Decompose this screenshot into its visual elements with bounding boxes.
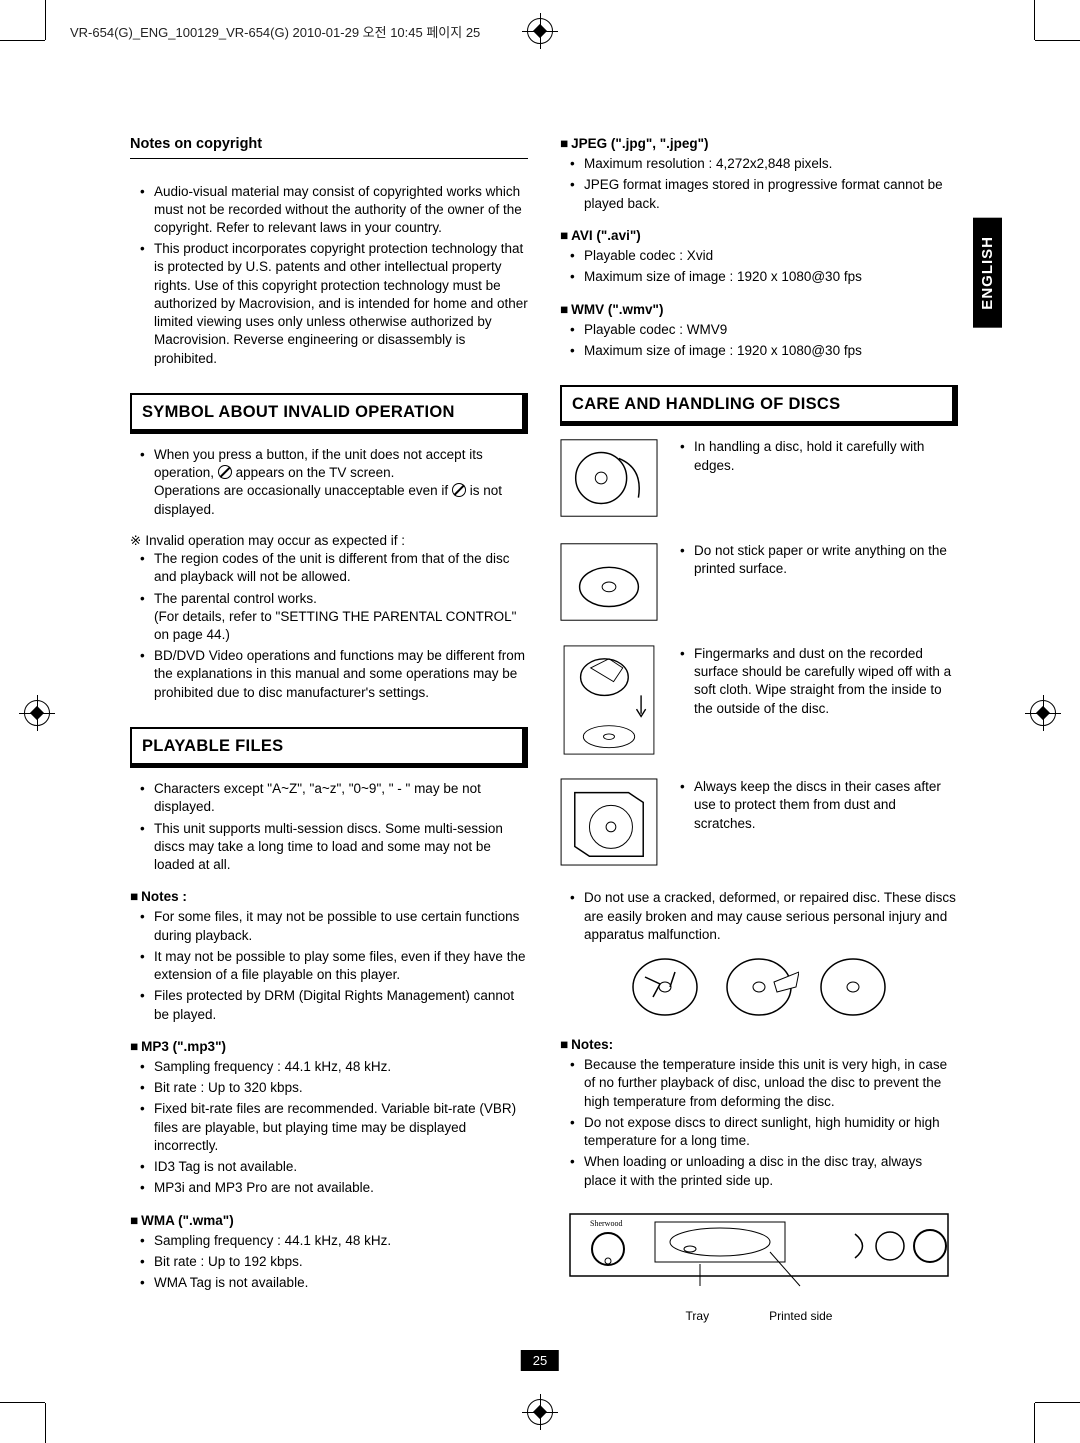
crop-mark	[0, 1402, 45, 1403]
care-row: In handling a disc, hold it carefully wi…	[560, 438, 958, 523]
cracked-disc-icon	[625, 952, 705, 1022]
list-item: Fingermarks and dust on the recorded sur…	[684, 645, 958, 718]
list-item: BD/DVD Video operations and functions ma…	[144, 647, 528, 702]
list-item: In handling a disc, hold it carefully wi…	[684, 438, 958, 474]
prohibit-icon	[218, 465, 232, 479]
list-item: ID3 Tag is not available.	[144, 1158, 528, 1176]
invalid-subheading: Invalid operation may occur as expected …	[130, 532, 528, 550]
print-header: VR-654(G)_ENG_100129_VR-654(G) 2010-01-2…	[70, 22, 480, 41]
wma-list: Sampling frequency : 44.1 kHz, 48 kHz. B…	[130, 1232, 528, 1293]
list-item: Always keep the discs in their cases aft…	[684, 778, 958, 833]
right-column: JPEG (".jpg", ".jpeg") Maximum resolutio…	[560, 135, 958, 1324]
list-item: Maximum size of image : 1920 x 1080@30 f…	[574, 268, 958, 286]
avi-list: Playable codec : Xvid Maximum size of im…	[560, 247, 958, 286]
list-item: When loading or unloading a disc in the …	[574, 1153, 958, 1189]
care-row: Always keep the discs in their cases aft…	[560, 778, 958, 871]
list-item: Characters except "A~Z", "a~z", "0~9", "…	[144, 780, 528, 816]
wma-label: WMA (".wma")	[130, 1212, 528, 1230]
care-row: Fingermarks and dust on the recorded sur…	[560, 645, 958, 760]
notes-label: Notes :	[130, 888, 528, 906]
notes-list: For some files, it may not be possible t…	[130, 908, 528, 1023]
disc-case-icon	[560, 778, 658, 871]
list-item: Playable codec : Xvid	[574, 247, 958, 265]
list-item: Fixed bit-rate files are recommended. Va…	[144, 1100, 528, 1155]
list-item: Bit rate : Up to 320 kbps.	[144, 1079, 528, 1097]
invalid-intro: When you press a button, if the unit doe…	[130, 446, 528, 519]
playable-intro: Characters except "A~Z", "a~z", "0~9", "…	[130, 780, 528, 874]
registration-mark	[527, 1399, 553, 1425]
list-item: This unit supports multi-session discs. …	[144, 820, 528, 875]
notes2-list: Because the temperature inside this unit…	[560, 1056, 958, 1190]
player-diagram: Sherwood Tray Printed side	[560, 1204, 958, 1324]
playable-files-heading: PLAYABLE FILES	[130, 727, 528, 768]
list-item: Do not expose discs to direct sunlight, …	[574, 1114, 958, 1150]
crop-mark	[0, 40, 45, 41]
list-item: JPEG format images stored in progressive…	[574, 176, 958, 212]
wmv-list: Playable codec : WMV9 Maximum size of im…	[560, 321, 958, 360]
svg-text:Sherwood: Sherwood	[590, 1219, 622, 1228]
wmv-label: WMV (".wmv")	[560, 301, 958, 319]
repaired-disc-icon	[813, 952, 893, 1022]
jpeg-label: JPEG (".jpg", ".jpeg")	[560, 135, 958, 153]
avi-label: AVI (".avi")	[560, 227, 958, 245]
list-item: MP3i and MP3 Pro are not available.	[144, 1179, 528, 1197]
invalid-list: The region codes of the unit is differen…	[130, 550, 528, 702]
list-item: Maximum size of image : 1920 x 1080@30 f…	[574, 342, 958, 360]
list-item: Do not stick paper or write anything on …	[684, 542, 958, 578]
left-column: Notes on copyright Audio-visual material…	[130, 135, 528, 1324]
disc-wipe-icon	[560, 645, 658, 760]
prohibit-icon	[452, 483, 466, 497]
list-item: The region codes of the unit is differen…	[144, 550, 528, 586]
list-item: Audio-visual material may consist of cop…	[144, 183, 528, 238]
jpeg-list: Maximum resolution : 4,272x2,848 pixels.…	[560, 155, 958, 213]
registration-mark	[527, 18, 553, 44]
list-item: Sampling frequency : 44.1 kHz, 48 kHz.	[144, 1058, 528, 1076]
list-item: It may not be possible to play some file…	[144, 948, 528, 984]
list-item: WMA Tag is not available.	[144, 1274, 528, 1292]
registration-mark	[24, 700, 50, 726]
care-row: Do not stick paper or write anything on …	[560, 542, 958, 627]
list-item: The parental control works. (For details…	[144, 590, 528, 645]
list-item: Because the temperature inside this unit…	[574, 1056, 958, 1111]
crop-mark	[1034, 0, 1035, 40]
mp3-label: MP3 (".mp3")	[130, 1038, 528, 1056]
list-item: Bit rate : Up to 192 kbps.	[144, 1253, 528, 1271]
care-heading: CARE AND HANDLING OF DISCS	[560, 385, 958, 426]
page-content: Notes on copyright Audio-visual material…	[130, 135, 960, 1324]
tray-label: Tray	[686, 1308, 710, 1324]
crop-mark	[45, 1403, 46, 1443]
crop-mark	[1034, 1403, 1035, 1443]
language-tab: ENGLISH	[973, 218, 1002, 328]
disc-write-icon	[560, 542, 658, 627]
list-item: For some files, it may not be possible t…	[144, 908, 528, 944]
list-item: This product incorporates copyright prot…	[144, 240, 528, 368]
list-item: Sampling frequency : 44.1 kHz, 48 kHz.	[144, 1232, 528, 1250]
page-number: 25	[521, 1350, 559, 1371]
crop-mark	[1035, 40, 1080, 41]
notes2-label: Notes:	[560, 1036, 958, 1054]
list-item: Do not use a cracked, deformed, or repai…	[574, 889, 958, 944]
invalid-operation-heading: SYMBOL ABOUT INVALID OPERATION	[130, 393, 528, 434]
mp3-list: Sampling frequency : 44.1 kHz, 48 kHz. B…	[130, 1058, 528, 1198]
list-item: Files protected by DRM (Digital Rights M…	[144, 987, 528, 1023]
printed-side-label: Printed side	[769, 1308, 832, 1324]
registration-mark	[1030, 700, 1056, 726]
copyright-list: Audio-visual material may consist of cop…	[130, 183, 528, 368]
copyright-heading: Notes on copyright	[130, 135, 528, 159]
list-item: Maximum resolution : 4,272x2,848 pixels.	[574, 155, 958, 173]
list-item: Playable codec : WMV9	[574, 321, 958, 339]
crop-mark	[45, 0, 46, 40]
list-item: When you press a button, if the unit doe…	[144, 446, 528, 519]
disc-hold-icon	[560, 438, 658, 523]
crop-mark	[1035, 1402, 1080, 1403]
bad-disc-icons	[560, 952, 958, 1022]
deformed-disc-icon	[719, 952, 799, 1022]
